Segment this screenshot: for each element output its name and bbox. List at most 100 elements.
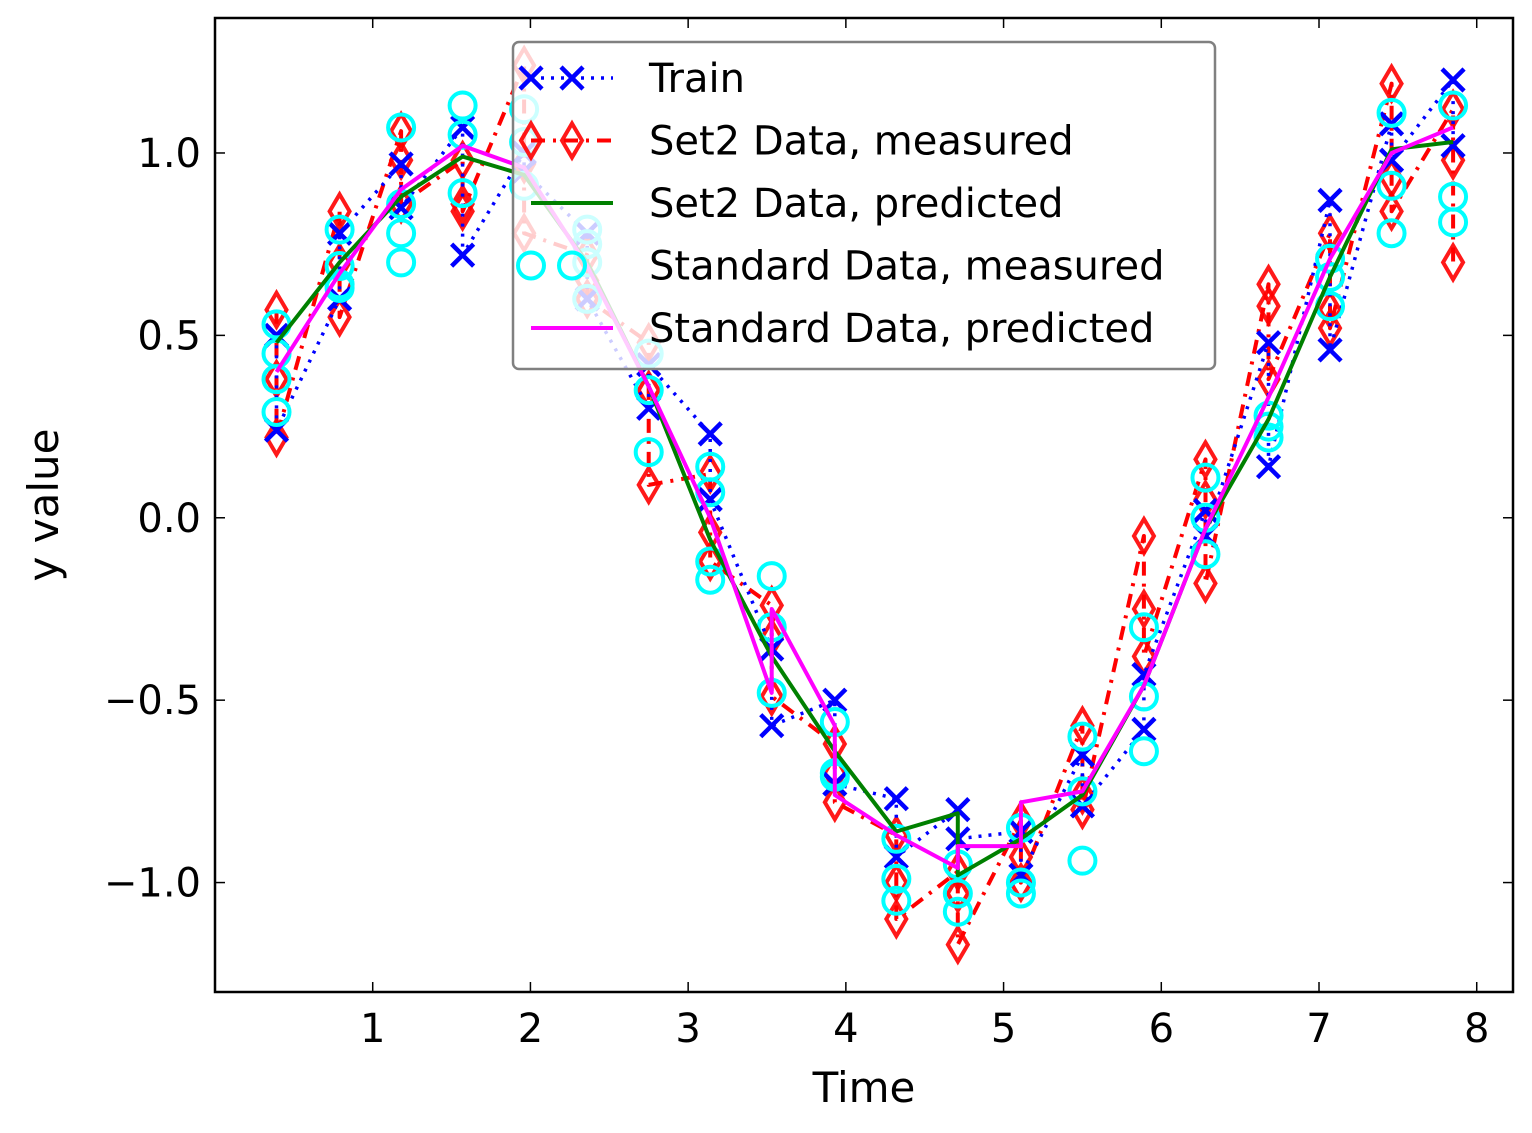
data-point-set2_measured (822, 781, 848, 824)
data-point-set2_measured (636, 463, 662, 506)
data-point-train (450, 114, 476, 141)
axis-ticks: 1 2 3 4 5 6 7 8 −1.0 −0.5 0.0 0.5 1.0 (104, 18, 1513, 1052)
data-point-set2_measured (388, 110, 414, 153)
data-point-set2_measured (1317, 212, 1343, 255)
data-point-standard_measured (447, 178, 478, 209)
legend-item-train: Train (518, 56, 745, 102)
data-point-standard_measured (942, 878, 973, 909)
y-tick-label: −0.5 (104, 678, 201, 724)
series-line-set2_predicted (274, 140, 1454, 878)
data-point-standard_measured (1128, 612, 1159, 643)
data-point-standard_measured (447, 90, 478, 121)
legend-label: Train (648, 56, 745, 102)
data-point-set2_measured (264, 416, 289, 459)
data-point-train (759, 713, 785, 739)
data-point-set2_measured (1131, 588, 1157, 630)
legend-label: Standard Data, measured (649, 244, 1164, 290)
data-point-standard_measured (1253, 400, 1284, 431)
legend: Train Set2 Data, measured Set2 Data, predi… (511, 40, 1217, 371)
data-point-set2_measured (1131, 515, 1157, 557)
legend-swatch-marker (559, 119, 585, 162)
data-point-set2_measured (1193, 438, 1218, 481)
data-point-train (822, 687, 848, 713)
plot-frame (213, 16, 1515, 994)
data-point-train (1440, 133, 1466, 159)
data-point-set2_measured (450, 183, 475, 225)
x-axis-label: Time (812, 1063, 916, 1112)
series-layer (261, 44, 1469, 966)
data-point-standard_measured (633, 375, 664, 406)
data-point-standard_measured (1315, 243, 1346, 274)
data-point-standard_measured (695, 564, 726, 595)
legend-label: Standard Data, predicted (649, 306, 1154, 352)
data-point-set2_measured (759, 675, 785, 718)
data-point-standard_measured (1190, 462, 1221, 493)
data-point-standard_measured (1067, 776, 1098, 807)
data-point-standard_measured (1128, 736, 1159, 767)
data-point-set2_measured (1379, 190, 1404, 233)
data-point-standard_measured (881, 885, 912, 916)
data-point-set2_measured (450, 139, 475, 182)
data-point-set2_measured (945, 923, 971, 966)
data-point-standard_measured (756, 561, 787, 592)
series-set2_predicted (274, 140, 1454, 878)
data-point-standard_measured (1253, 422, 1284, 453)
legend-box (511, 40, 1217, 371)
legend-label: Set2 Data, predicted (649, 181, 1064, 227)
data-point-set2_measured (1317, 288, 1343, 331)
x-tick-label: 7 (1306, 1006, 1331, 1052)
y-axis-label: y value (19, 429, 68, 582)
data-point-train (883, 786, 909, 812)
data-point-standard_measured (1005, 878, 1036, 909)
data-point-standard_measured (386, 112, 417, 143)
data-point-standard_measured (324, 214, 355, 245)
data-point-set2_measured (945, 872, 971, 915)
x-tick-label: 8 (1464, 1006, 1489, 1052)
data-point-standard_measured (1190, 539, 1221, 570)
legend-item-standard_predicted: Standard Data, predicted (531, 306, 1154, 352)
y-tick-label: 0.0 (137, 496, 201, 542)
data-point-set2_measured (1008, 861, 1034, 904)
x-tick-label: 2 (518, 1006, 543, 1052)
data-point-train (1317, 187, 1343, 213)
data-point-standard_measured (1438, 90, 1469, 121)
data-point-train (450, 242, 476, 268)
legend-swatch-marker (518, 65, 544, 91)
data-point-standard_measured (386, 247, 417, 278)
x-tick-label: 6 (1149, 1006, 1174, 1052)
data-point-standard_measured (1005, 867, 1036, 898)
data-point-standard_measured (261, 396, 292, 427)
data-point-train (388, 151, 414, 177)
data-point-train (1131, 716, 1157, 742)
data-point-set2_measured (327, 296, 352, 339)
data-point-set2_measured (1440, 241, 1466, 284)
data-point-set2_measured (327, 190, 352, 233)
data-point-set2_measured (1070, 774, 1095, 816)
data-point-train (1378, 111, 1405, 137)
data-point-train (1255, 454, 1282, 480)
legend-swatch-marker (559, 65, 585, 91)
legend-item-set2_measured: Set2 Data, measured (518, 119, 1074, 165)
y-tick-label: 1.0 (137, 131, 201, 177)
data-point-standard_measured (881, 863, 912, 894)
data-point-train (1440, 67, 1466, 93)
data-point-set2_measured (1256, 263, 1281, 306)
data-point-set2_measured (1440, 88, 1466, 131)
legend-item-set2_predicted: Set2 Data, predicted (531, 181, 1064, 227)
y-tick-label: −1.0 (104, 861, 201, 907)
data-point-standard_measured (633, 437, 664, 468)
data-point-standard_measured (1376, 218, 1407, 249)
data-point-standard_measured (1067, 845, 1098, 876)
data-point-train (1255, 330, 1282, 356)
x-tick-label: 5 (991, 1006, 1016, 1052)
data-point-standard_measured (1067, 721, 1098, 752)
y-tick-label: 0.5 (137, 313, 201, 359)
data-point-standard_measured (881, 823, 912, 854)
data-point-standard_measured (324, 251, 355, 282)
data-point-standard_measured (1376, 170, 1407, 201)
x-tick-label: 4 (833, 1006, 858, 1052)
data-point-standard_measured (1315, 262, 1346, 293)
data-point-set2_measured (1070, 704, 1095, 747)
x-tick-label: 1 (360, 1006, 385, 1052)
